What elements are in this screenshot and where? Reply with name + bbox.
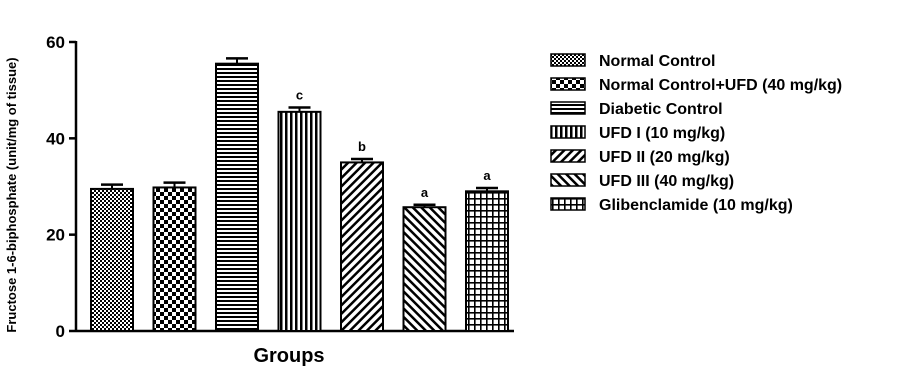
legend-swatch (550, 77, 586, 91)
legend-swatch (550, 197, 586, 211)
y-tick-label: 0 (56, 322, 65, 341)
bar (215, 62, 259, 333)
significance-label: c (296, 88, 303, 103)
bar (277, 110, 322, 333)
significance-label: b (358, 139, 366, 154)
legend-entry: Diabetic Control (599, 101, 723, 118)
legend-entry: Glibenclamide (10 mg/kg) (599, 197, 793, 214)
legend-swatch (550, 149, 586, 163)
legend-swatch (550, 125, 586, 139)
significance-label: a (421, 185, 429, 200)
y-tick-label: 40 (46, 129, 65, 148)
legend-entry: Normal Control+UFD (40 mg/kg) (599, 77, 842, 94)
bar (152, 186, 197, 332)
legend-entry: Normal Control (599, 53, 715, 70)
legend-entry: UFD II (20 mg/kg) (599, 149, 730, 166)
plot-area: 0 20 40 60 c b a a (46, 33, 514, 341)
legend: Normal Control Normal Control+UFD (40 mg/… (550, 53, 842, 214)
legend-entry: UFD I (10 mg/kg) (599, 125, 725, 142)
bar (340, 161, 384, 332)
legend-swatch (550, 101, 586, 115)
legend-swatch (550, 53, 586, 67)
y-axis-label: Fructose 1-6-biphosphate (unit/mg of tis… (4, 57, 19, 332)
y-tick-label: 20 (46, 226, 65, 245)
bar (402, 206, 447, 332)
significance-label: a (483, 168, 491, 183)
legend-swatch (550, 173, 586, 187)
x-axis-label: Groups (253, 345, 324, 367)
bar (90, 187, 134, 332)
y-tick-label: 60 (46, 33, 65, 52)
bar (465, 190, 509, 332)
legend-entry: UFD III (40 mg/kg) (599, 173, 734, 190)
